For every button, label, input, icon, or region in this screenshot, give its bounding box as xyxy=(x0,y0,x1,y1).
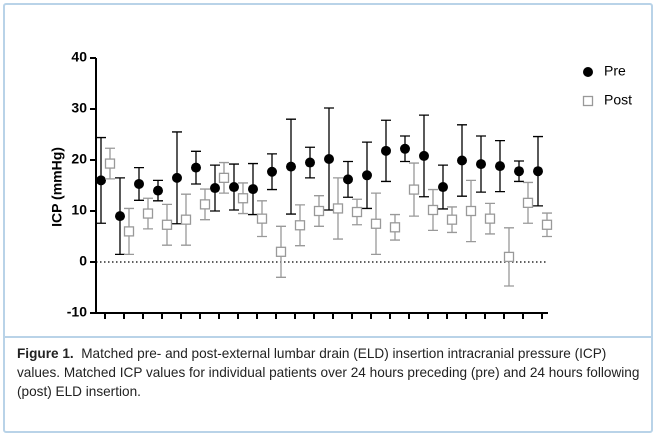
data-point xyxy=(400,143,410,154)
data-point xyxy=(248,184,258,195)
y-tick-label: 10 xyxy=(71,202,87,218)
data-point xyxy=(381,145,391,156)
legend-marker xyxy=(582,95,594,107)
y-tick-label: -10 xyxy=(67,304,87,320)
y-tick-label: 40 xyxy=(71,49,87,65)
data-point xyxy=(123,226,135,237)
data-point xyxy=(210,183,220,194)
data-point xyxy=(142,208,154,219)
data-point xyxy=(294,220,306,231)
data-point xyxy=(267,166,277,177)
data-point xyxy=(313,205,325,217)
chart: ICP (mmHg) -10 0 10 20 30 40 Pre Post xyxy=(49,49,632,320)
data-point xyxy=(161,219,173,230)
data-point xyxy=(305,157,315,168)
data-point xyxy=(484,213,496,224)
legend-label: Post xyxy=(604,92,632,108)
data-point xyxy=(172,172,182,183)
data-point xyxy=(522,197,534,208)
caption: Figure 1. Matched pre- and post-external… xyxy=(5,336,651,429)
data-point xyxy=(324,153,334,164)
data-point xyxy=(476,159,486,170)
data-point xyxy=(389,222,401,233)
caption-label: Figure 1. xyxy=(17,346,74,361)
data-point xyxy=(362,170,372,181)
data-point xyxy=(343,174,353,185)
data-point xyxy=(408,184,420,195)
figure-frame xyxy=(3,3,653,433)
data-point xyxy=(229,182,239,193)
data-point xyxy=(218,172,230,184)
data-point xyxy=(275,246,287,257)
data-point xyxy=(465,205,477,217)
data-point xyxy=(104,158,116,169)
data-point xyxy=(180,214,192,225)
data-point xyxy=(199,199,211,210)
y-tick-label: 20 xyxy=(71,151,87,167)
data-point xyxy=(503,251,515,263)
data-point xyxy=(134,178,144,189)
caption-text: Matched pre- and post-external lumbar dr… xyxy=(17,346,640,399)
data-point xyxy=(256,213,268,224)
legend-marker xyxy=(583,67,593,77)
data-point xyxy=(427,204,439,216)
data-point xyxy=(541,219,553,230)
data-point xyxy=(153,185,163,196)
data-point xyxy=(533,166,543,177)
y-axis-title: ICP (mmHg) xyxy=(49,147,65,227)
data-point xyxy=(419,150,429,161)
data-point xyxy=(191,162,201,173)
data-point xyxy=(457,155,467,166)
data-point xyxy=(495,161,505,172)
y-tick-label: 30 xyxy=(71,100,87,116)
data-point xyxy=(370,218,382,229)
data-point xyxy=(351,206,363,218)
data-point xyxy=(286,161,296,172)
data-point xyxy=(96,175,106,186)
data-point xyxy=(332,203,344,214)
data-point xyxy=(115,211,125,222)
data-point xyxy=(438,182,448,193)
data-point xyxy=(237,193,249,204)
data-point xyxy=(514,166,524,177)
legend-label: Pre xyxy=(604,63,626,79)
y-tick-label: 0 xyxy=(79,253,87,269)
data-point xyxy=(446,214,458,225)
